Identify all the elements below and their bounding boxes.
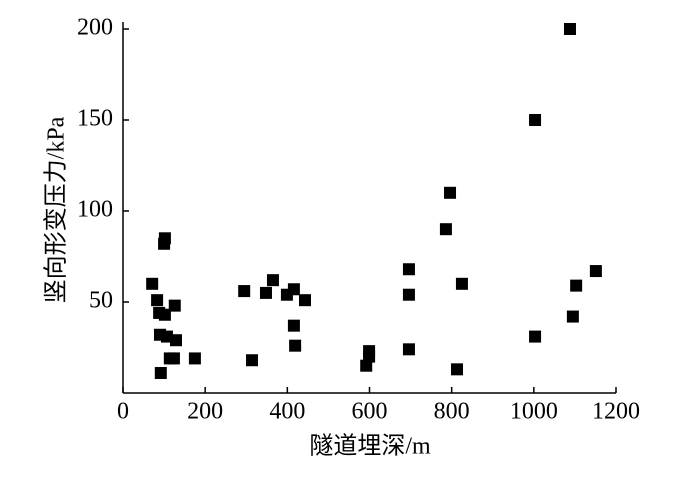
x-tick-label: 400 [269, 399, 305, 425]
x-tick-label: 1000 [510, 399, 558, 425]
point [287, 283, 300, 296]
x-tick-label: 200 [187, 399, 223, 425]
point [154, 366, 167, 379]
y-tick-label: 200 [77, 15, 113, 41]
y-tick-label: 100 [77, 197, 113, 223]
y-tick-label: 150 [77, 106, 113, 132]
x-tick-label: 1200 [592, 399, 640, 425]
x-tick-label: 0 [117, 399, 129, 425]
point [151, 294, 164, 307]
point [455, 277, 468, 290]
y-axis-label: 竖向形变压力/kPa [43, 116, 70, 303]
x-axis-label: 隧道埋深/m [309, 433, 431, 460]
point [402, 263, 415, 276]
point [158, 237, 171, 250]
point [570, 279, 583, 292]
point [168, 299, 181, 312]
point [188, 352, 201, 365]
point [589, 265, 602, 278]
point [246, 354, 259, 367]
y-tick-label: 50 [89, 288, 113, 314]
point [287, 319, 300, 332]
point [259, 286, 272, 299]
point [360, 359, 373, 372]
x-tick-label: 800 [434, 399, 470, 425]
point [167, 352, 180, 365]
point [444, 186, 457, 199]
point [529, 114, 542, 126]
point [160, 330, 173, 343]
point [266, 274, 279, 287]
point [402, 343, 415, 356]
point [169, 334, 182, 347]
point [439, 223, 452, 236]
point [146, 277, 159, 290]
point [238, 285, 251, 298]
point [529, 330, 542, 343]
point [563, 23, 576, 35]
point [158, 308, 171, 321]
point [289, 339, 302, 352]
point [402, 288, 415, 301]
point [451, 363, 464, 376]
point [363, 350, 376, 363]
point [298, 294, 311, 307]
point [566, 310, 579, 323]
x-tick-label: 600 [352, 399, 388, 425]
